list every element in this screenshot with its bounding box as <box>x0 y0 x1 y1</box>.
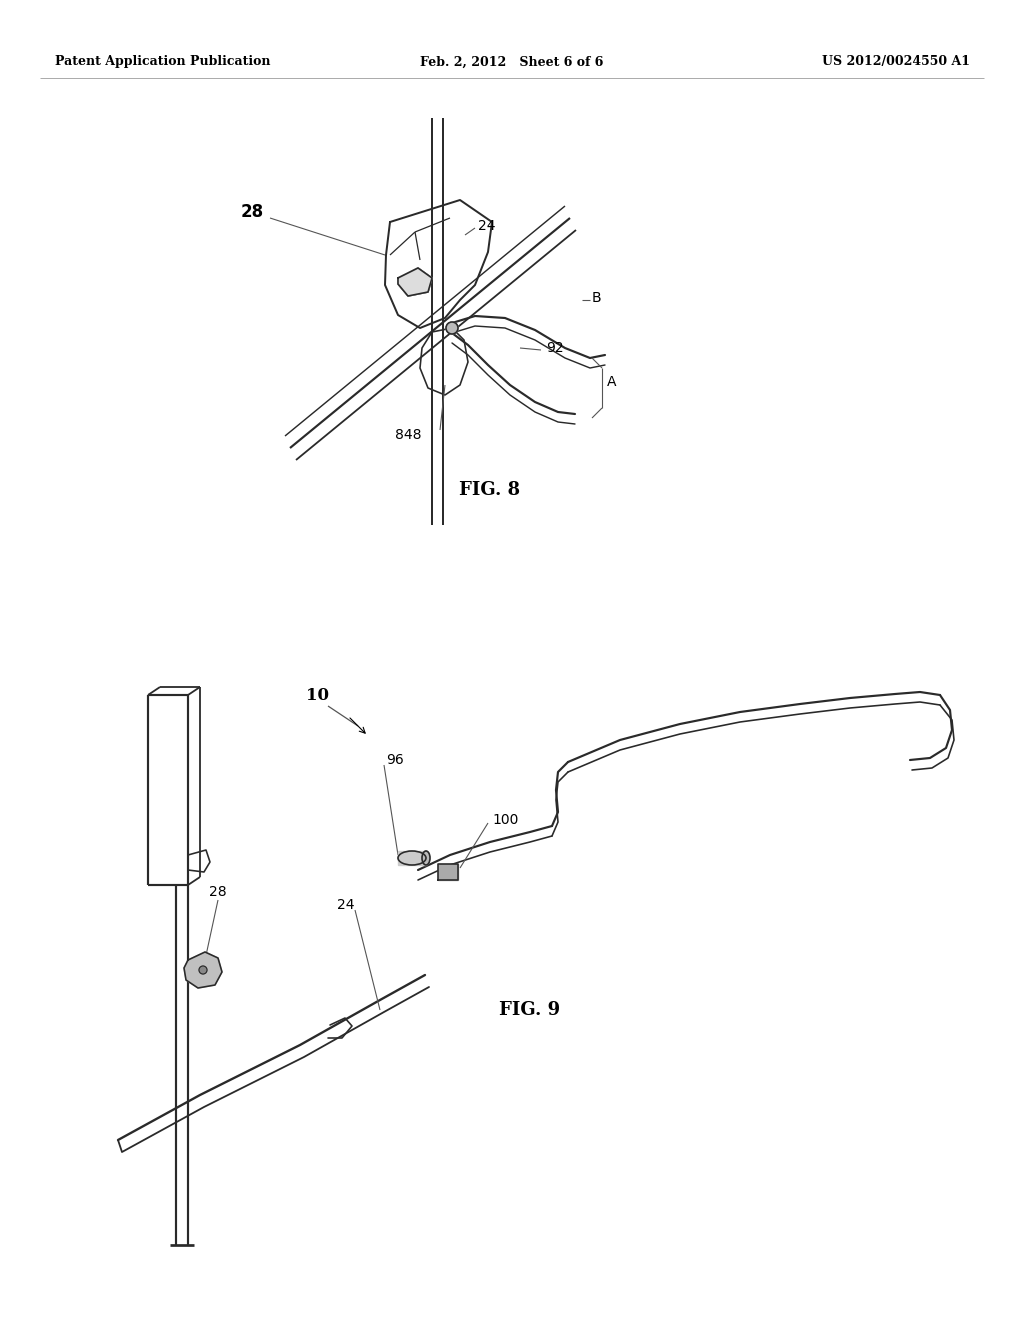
Polygon shape <box>438 865 458 880</box>
Text: FIG. 9: FIG. 9 <box>500 1001 560 1019</box>
Text: 10: 10 <box>306 686 330 704</box>
Polygon shape <box>184 952 222 987</box>
Text: 848: 848 <box>394 428 421 442</box>
Text: 24: 24 <box>337 898 354 912</box>
Text: B: B <box>591 290 601 305</box>
Polygon shape <box>398 268 432 296</box>
Text: 100: 100 <box>492 813 518 828</box>
Ellipse shape <box>398 851 426 865</box>
Polygon shape <box>398 851 426 865</box>
Text: 28: 28 <box>209 884 226 899</box>
Text: FIG. 8: FIG. 8 <box>460 480 520 499</box>
Circle shape <box>199 966 207 974</box>
Text: 24: 24 <box>478 219 496 234</box>
Text: 28: 28 <box>241 203 263 220</box>
Ellipse shape <box>422 851 430 865</box>
Text: A: A <box>607 375 616 389</box>
Text: 92: 92 <box>546 341 563 355</box>
Text: US 2012/0024550 A1: US 2012/0024550 A1 <box>822 55 970 69</box>
Text: Feb. 2, 2012   Sheet 6 of 6: Feb. 2, 2012 Sheet 6 of 6 <box>420 55 603 69</box>
Text: Patent Application Publication: Patent Application Publication <box>55 55 270 69</box>
Circle shape <box>446 322 458 334</box>
Text: 96: 96 <box>386 752 403 767</box>
